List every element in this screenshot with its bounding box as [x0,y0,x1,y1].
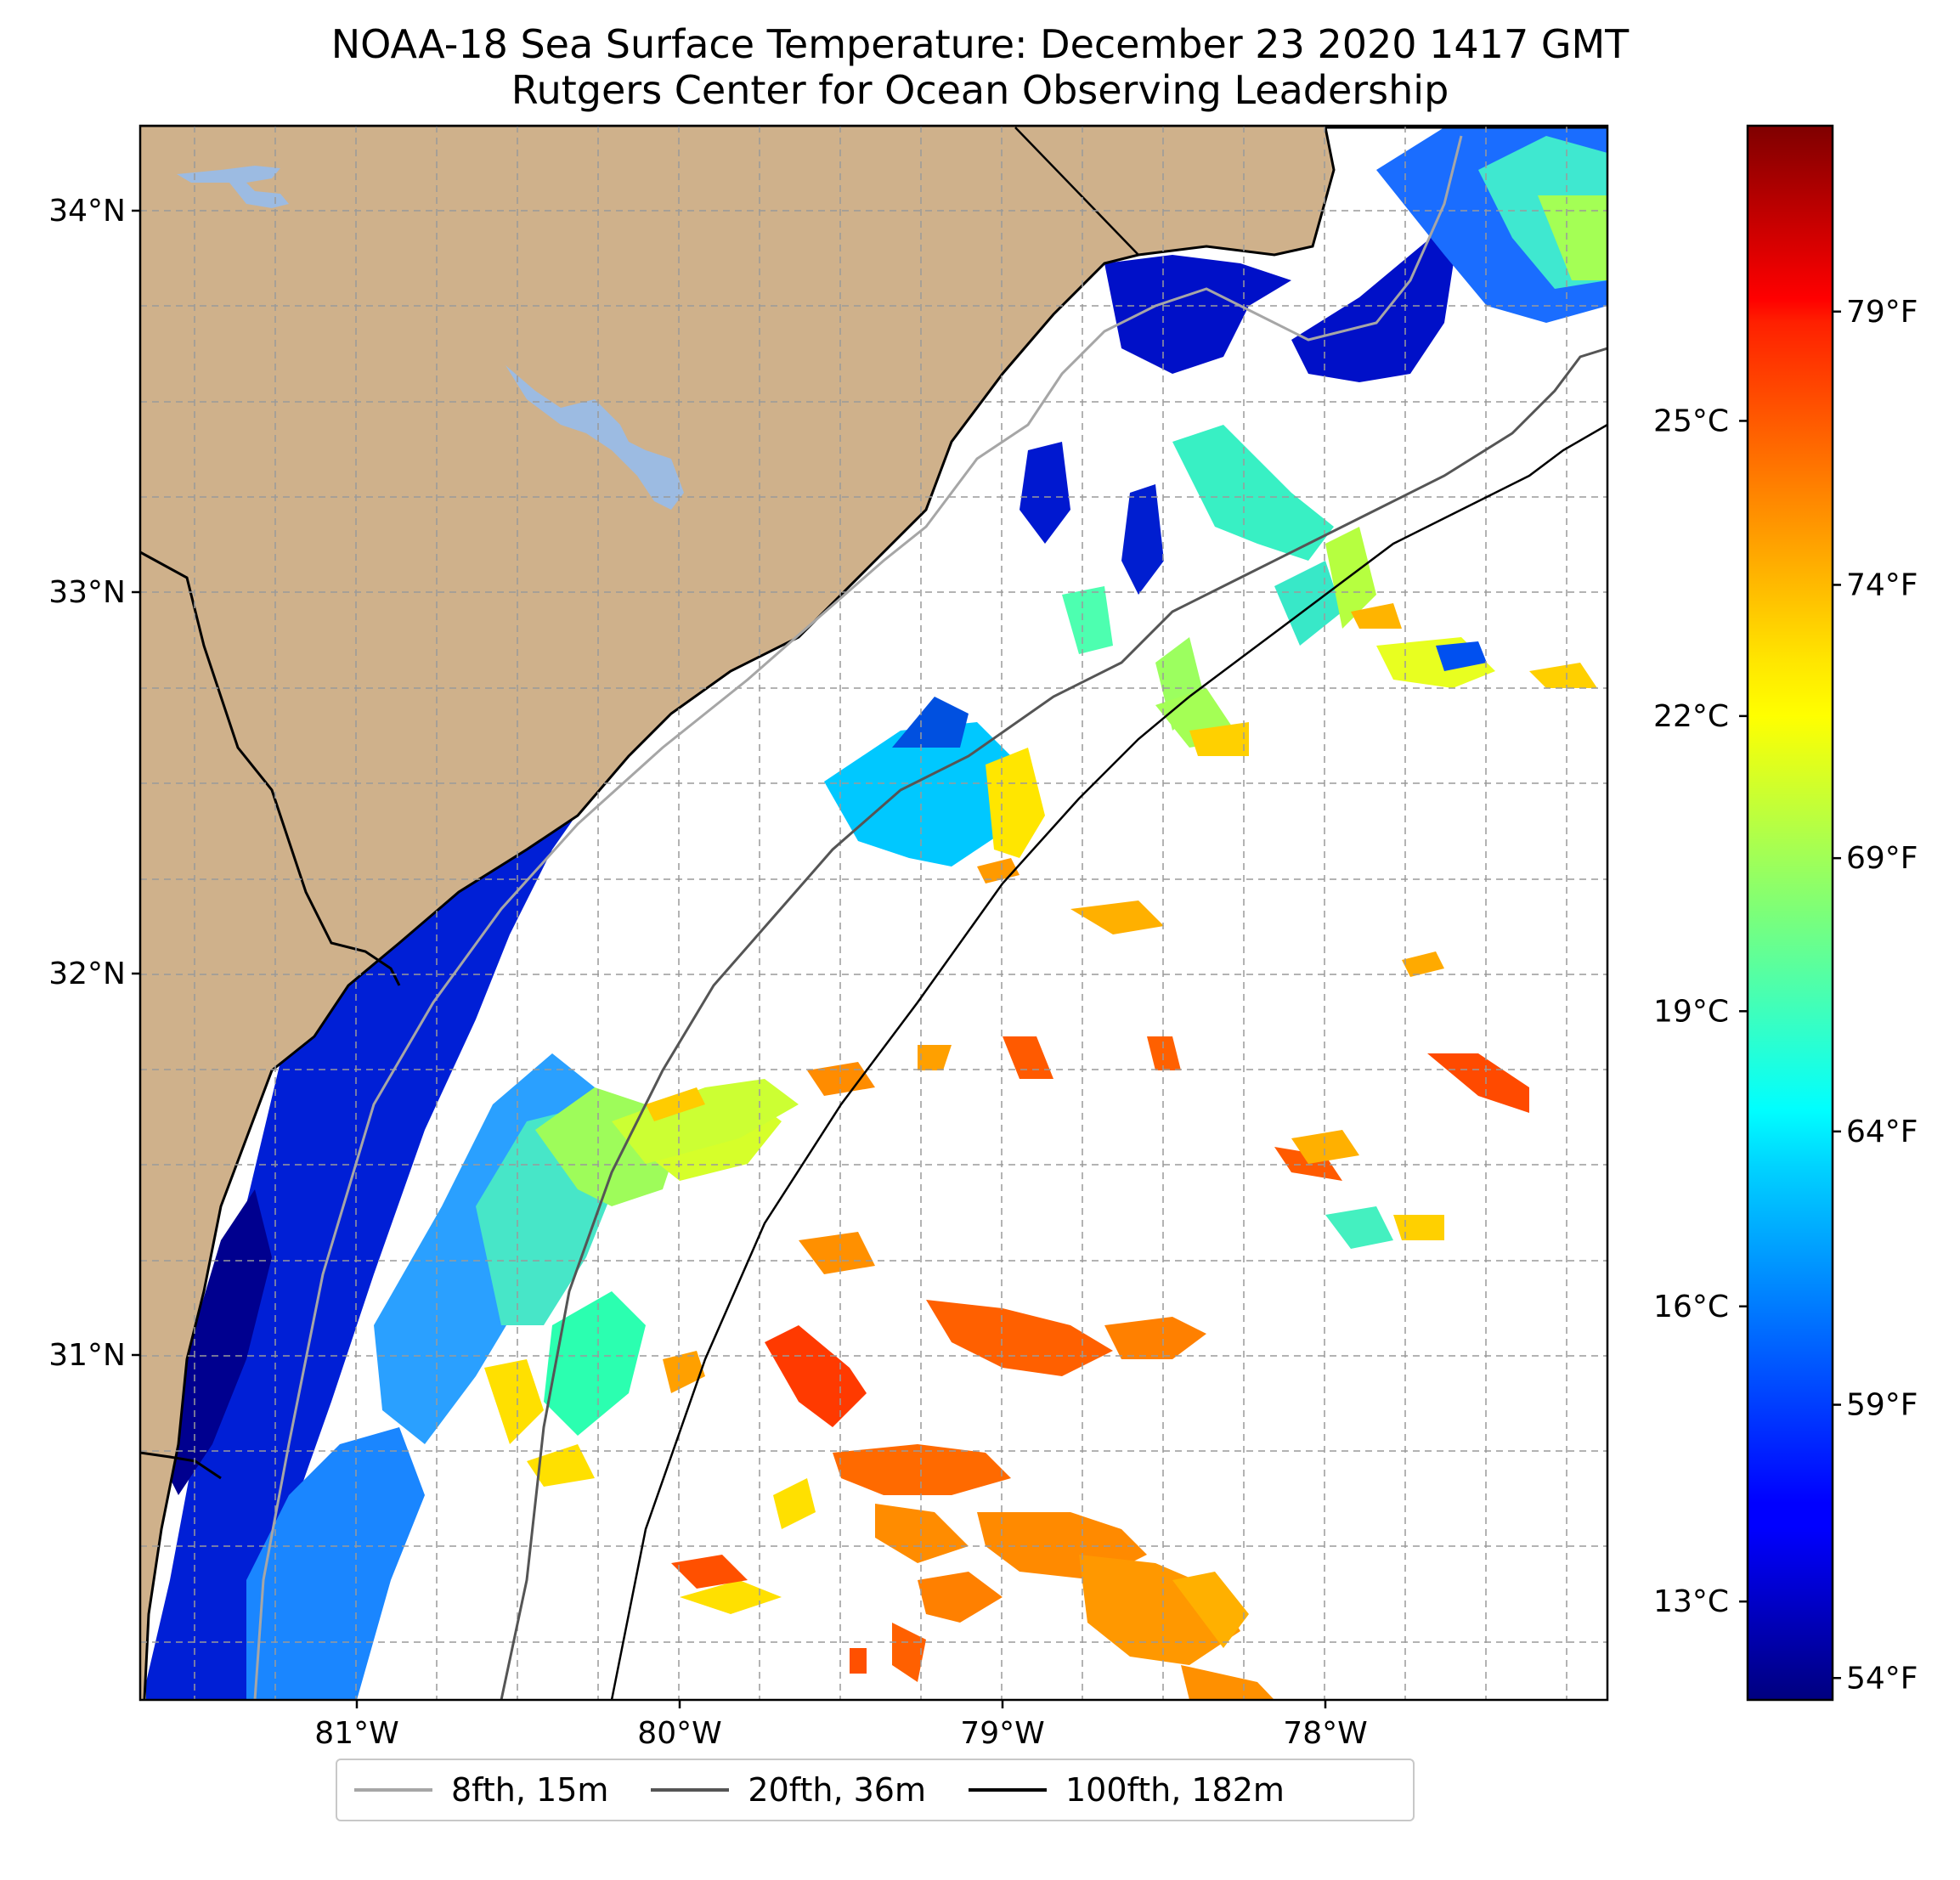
isobath-8fth [253,135,1463,1700]
map-frame [138,124,1609,1702]
legend-item-100fth: 100fth, 182m [968,1771,1285,1809]
lon-label: 79°W [960,1716,1044,1751]
celsius-label: 25°C [1653,404,1729,438]
legend-label: 100fth, 182m [1065,1771,1285,1809]
lon-label: 81°W [314,1716,398,1751]
legend-label: 8fth, 15m [451,1771,609,1809]
celsius-label: 19°C [1653,994,1729,1029]
celsius-label: 16°C [1653,1290,1729,1324]
lat-label: 33°N [48,575,126,610]
legend-swatch [354,1788,432,1792]
lat-label: 34°N [48,194,126,229]
celsius-label: 22°C [1653,699,1729,734]
latitude-axis: 34°N 33°N 32°N 31°N [48,194,140,1373]
colorbar-fahrenheit-axis: 79°F 74°F 69°F 64°F 59°F 54°F [1833,295,1918,1696]
fahrenheit-label: 59°F [1846,1388,1918,1423]
map-subtitle: Rutgers Center for Ocean Observing Leade… [511,67,1449,113]
legend-swatch [968,1788,1047,1792]
fahrenheit-label: 79°F [1846,295,1918,330]
lon-label: 80°W [637,1716,721,1751]
map-title: NOAA-18 Sea Surface Temperature: Decembe… [330,21,1630,67]
isobath-20fth [500,347,1607,1700]
lat-label: 32°N [48,957,126,991]
longitude-axis: 81°W 80°W 79°W 78°W [314,1700,1368,1751]
colorbar [1746,124,1834,1702]
isobath-legend: 8fth, 15m 20fth, 36m 100fth, 182m [336,1759,1415,1821]
fahrenheit-label: 54°F [1846,1661,1918,1696]
fahrenheit-label: 69°F [1846,841,1918,876]
isobath-100fth [610,423,1607,1700]
lake [177,166,289,208]
colorbar-celsius-axis: 25°C 22°C 19°C 16°C 13°C [1653,404,1748,1619]
fahrenheit-label: 64°F [1846,1115,1918,1149]
gridlines [140,126,1607,1700]
legend-label: 20fth, 36m [748,1771,926,1809]
legend-swatch [651,1788,730,1792]
lat-label: 31°N [48,1338,126,1373]
legend-item-20fth: 20fth, 36m [651,1771,926,1809]
land-mass [140,126,1607,1700]
lon-label: 78°W [1283,1716,1367,1751]
legend-item-8fth: 8fth, 15m [354,1771,608,1809]
celsius-label: 13°C [1653,1584,1729,1619]
fahrenheit-label: 74°F [1846,567,1918,602]
